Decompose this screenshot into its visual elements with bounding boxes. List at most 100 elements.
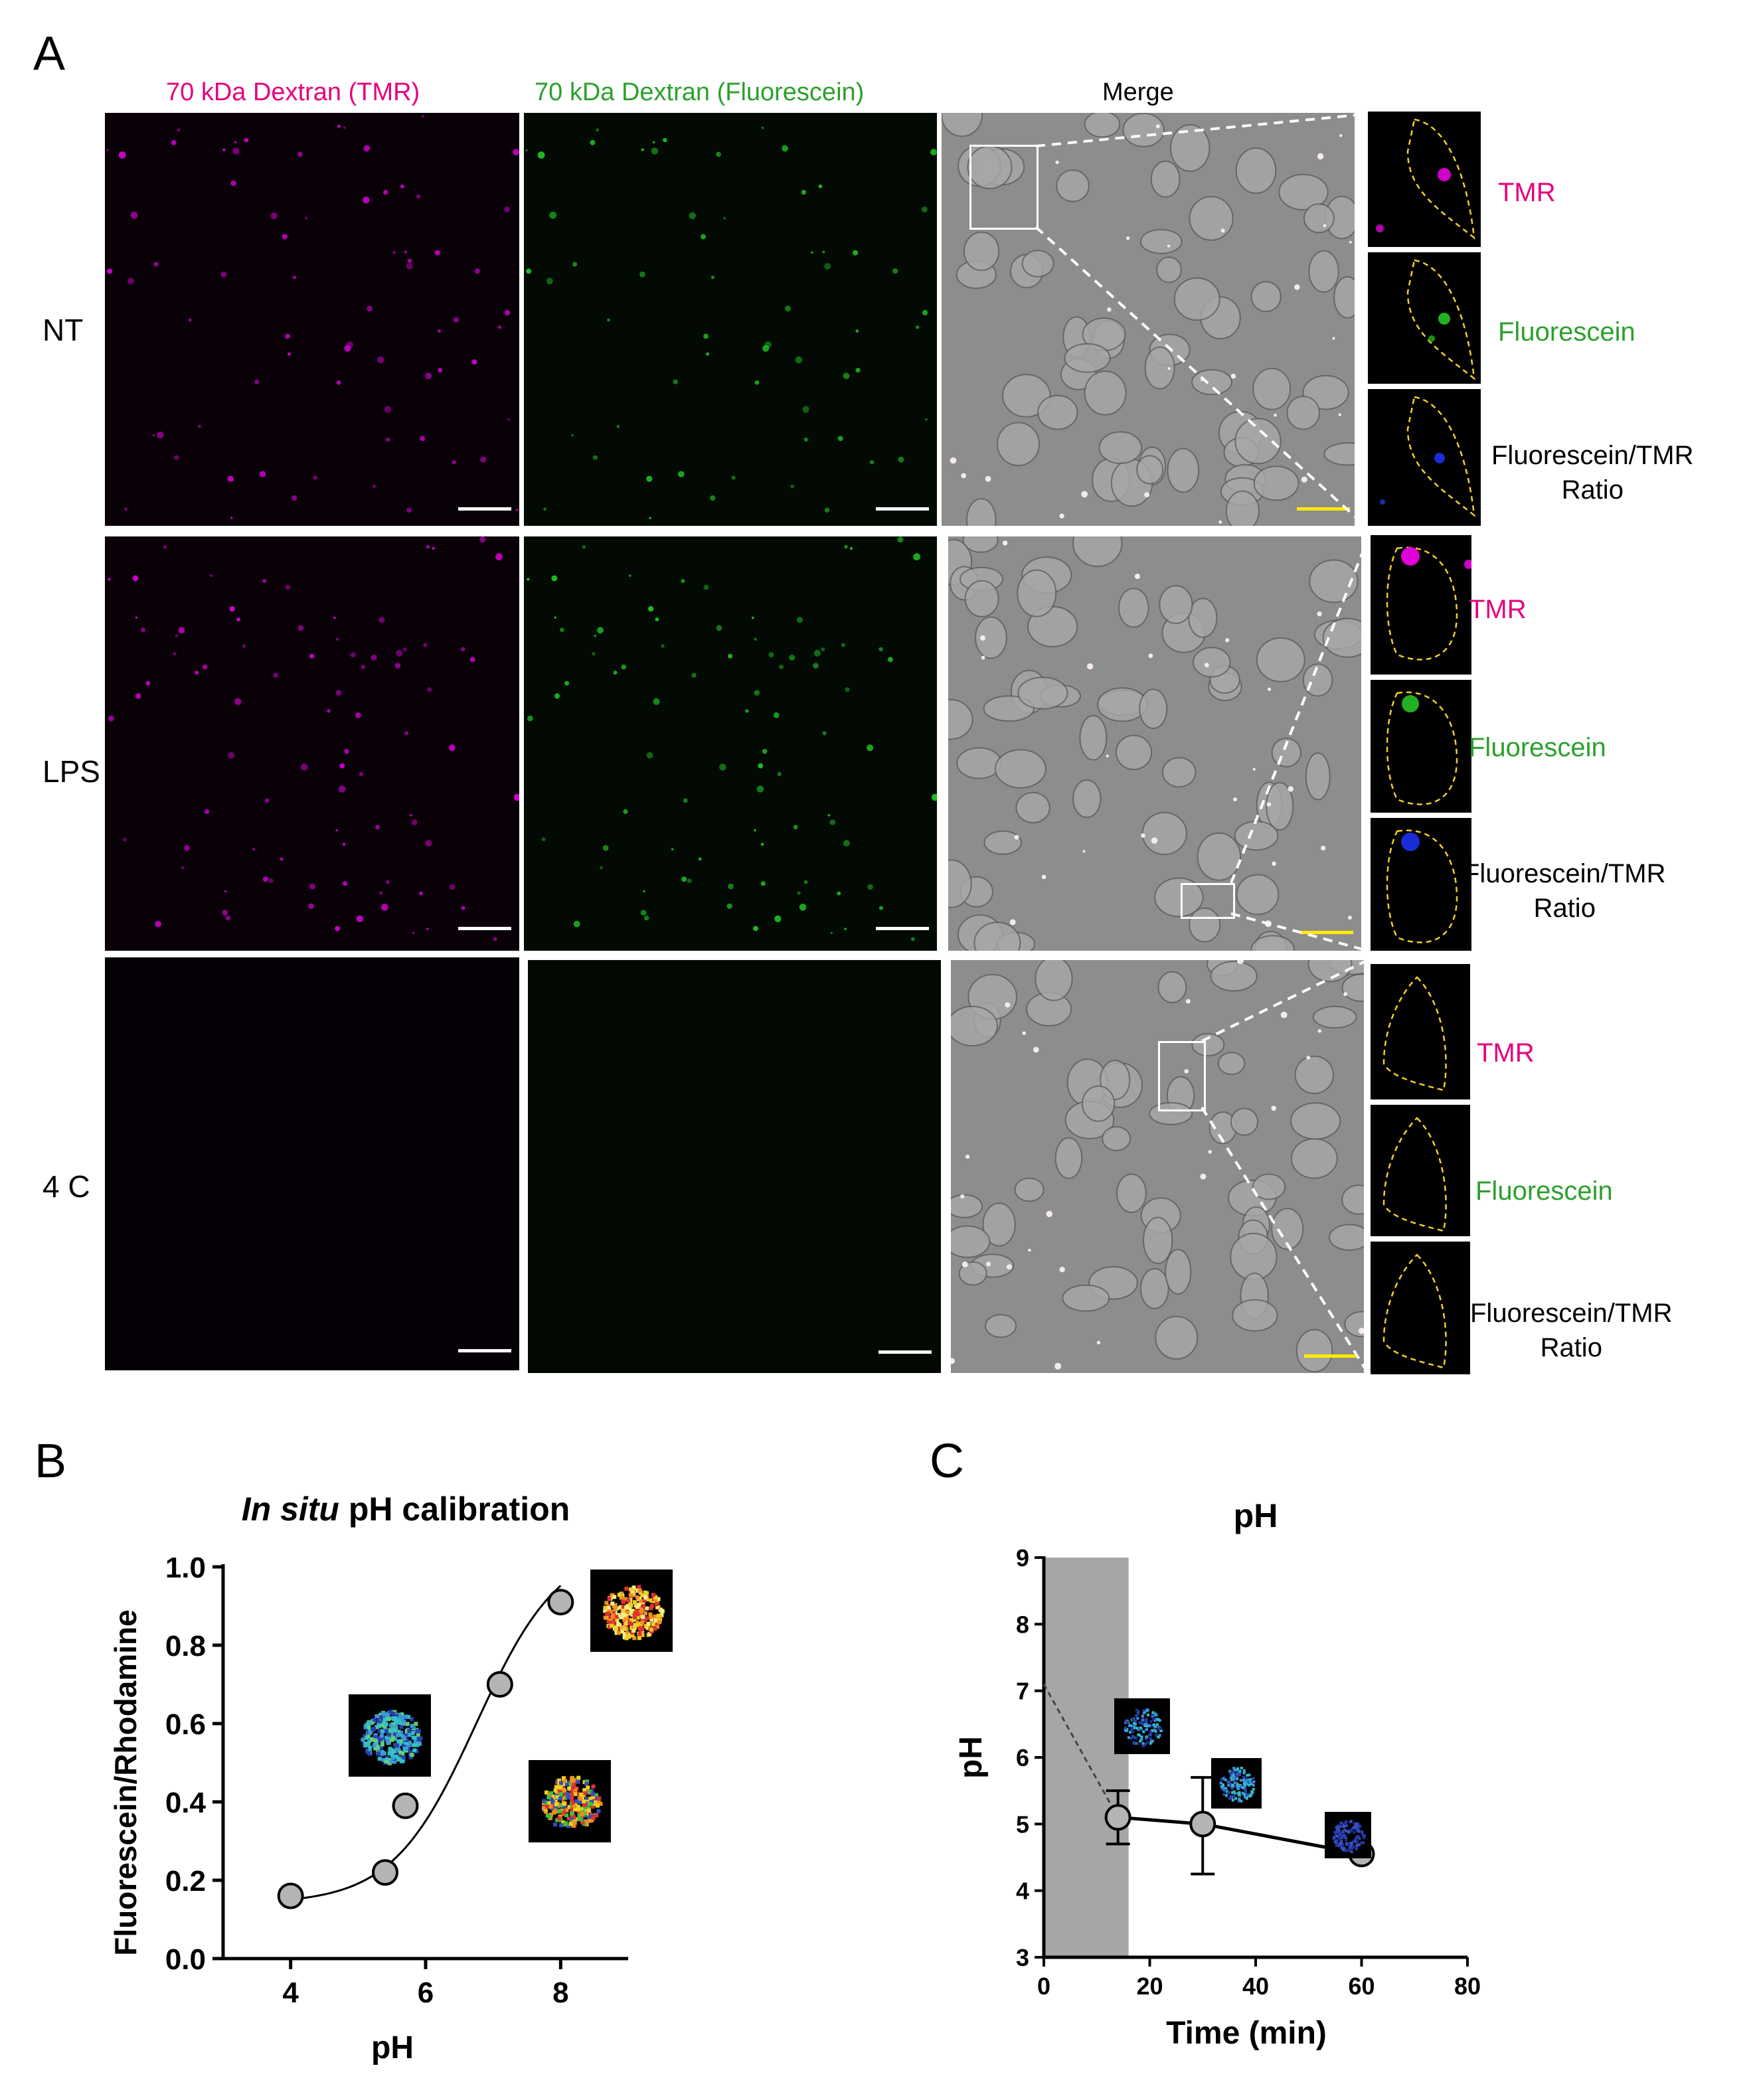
- punctum: [516, 509, 519, 511]
- pixel: [1233, 1785, 1236, 1788]
- punctum: [845, 687, 850, 692]
- pixel: [1158, 1734, 1161, 1737]
- pixel: [1340, 1846, 1343, 1850]
- punctum: [171, 139, 177, 145]
- pixel: [1134, 1720, 1137, 1723]
- punctum: [292, 495, 297, 501]
- pixel: [1252, 1780, 1256, 1783]
- inset-label-fluorescein: Fluorescein: [1498, 317, 1635, 347]
- punctum: [301, 764, 308, 771]
- cell: [1191, 1032, 1225, 1057]
- pixel: [375, 1714, 379, 1718]
- pixel: [1230, 1779, 1233, 1782]
- pixel: [1143, 1720, 1146, 1723]
- cell: [1122, 113, 1165, 147]
- punctum: [203, 664, 208, 670]
- pixel: [613, 1617, 618, 1622]
- punctum: [371, 655, 377, 661]
- inset-4c-ratio: [1371, 1242, 1470, 1374]
- pixel: [1140, 1737, 1143, 1740]
- pixel: [1229, 1785, 1232, 1789]
- pixel: [377, 1757, 382, 1761]
- punctum: [438, 368, 443, 373]
- punctum: [745, 709, 749, 713]
- pixel: [1155, 1733, 1158, 1736]
- punctum: [423, 643, 428, 647]
- pixel: [653, 1618, 658, 1623]
- punctum: [813, 663, 819, 669]
- pixel: [613, 1603, 617, 1608]
- punctum: [698, 857, 702, 861]
- punctum: [779, 665, 784, 669]
- punctum: [434, 250, 440, 256]
- pixel: [1226, 1780, 1230, 1783]
- punctum: [363, 197, 370, 204]
- ratio-line-2: Ratio: [1540, 1333, 1602, 1362]
- cell: [1329, 1224, 1364, 1251]
- pixel: [1238, 1793, 1241, 1797]
- punctum: [254, 379, 260, 384]
- punctum: [855, 329, 859, 333]
- pixel: [407, 1733, 412, 1737]
- punctum: [412, 931, 415, 934]
- pixel: [653, 1595, 658, 1599]
- pixel: [572, 1820, 577, 1825]
- pixel: [624, 1636, 629, 1641]
- pixel: [408, 1749, 413, 1754]
- punctum: [335, 690, 342, 696]
- pixel: [363, 1743, 367, 1748]
- punctum: [629, 574, 631, 577]
- pixel: [1228, 1769, 1232, 1773]
- inset-label-fluorescein: Fluorescein: [1475, 1176, 1613, 1206]
- pixel: [1242, 1769, 1246, 1772]
- pixel: [579, 1792, 584, 1797]
- punctum: [262, 876, 268, 882]
- y-tick-label: 3: [1016, 1944, 1029, 1971]
- inset-label-tmr: TMR: [1498, 178, 1556, 207]
- pixel: [557, 1789, 562, 1794]
- pixel: [381, 1712, 385, 1716]
- pixel: [635, 1605, 639, 1609]
- pixel: [560, 1808, 564, 1813]
- chart-title: pH: [1234, 1497, 1278, 1534]
- pixel: [384, 1729, 389, 1734]
- punctum: [438, 329, 441, 333]
- punctum: [432, 546, 435, 550]
- punctum: [1046, 1210, 1052, 1218]
- punctum: [1134, 574, 1140, 580]
- punctum: [754, 637, 757, 641]
- pixel: [388, 1710, 392, 1715]
- pixel: [1235, 1770, 1238, 1773]
- punctum: [673, 379, 678, 384]
- punctum: [335, 926, 340, 931]
- punctum: [590, 139, 596, 145]
- pixel: [1244, 1790, 1247, 1793]
- cell: [1250, 281, 1282, 313]
- pixel: [558, 1797, 562, 1801]
- pixel: [557, 1817, 562, 1821]
- y-axis-label: Fluorescein/Rhodamine: [108, 1609, 143, 1955]
- pixel: [576, 1807, 581, 1812]
- cell: [1323, 442, 1355, 466]
- punctum: [689, 212, 696, 220]
- pixel: [1354, 1824, 1357, 1828]
- pixel: [381, 1757, 386, 1762]
- punctum: [600, 866, 603, 870]
- punctum: [592, 652, 596, 656]
- punctum: [1208, 1150, 1212, 1154]
- punctum: [178, 627, 185, 634]
- pixel: [1149, 1742, 1152, 1745]
- pixel: [386, 1717, 390, 1722]
- pixel: [588, 1802, 593, 1807]
- pixel: [391, 1712, 396, 1716]
- pixel: [1338, 1833, 1341, 1836]
- punctum: [1106, 754, 1109, 758]
- pixel: [566, 1792, 570, 1797]
- cell: [1271, 1208, 1304, 1250]
- cell: [1210, 961, 1258, 992]
- punctum: [1055, 160, 1059, 165]
- punctum: [377, 356, 384, 364]
- pixel: [1252, 1777, 1255, 1780]
- punctum: [400, 184, 404, 189]
- pixel: [1242, 1786, 1245, 1789]
